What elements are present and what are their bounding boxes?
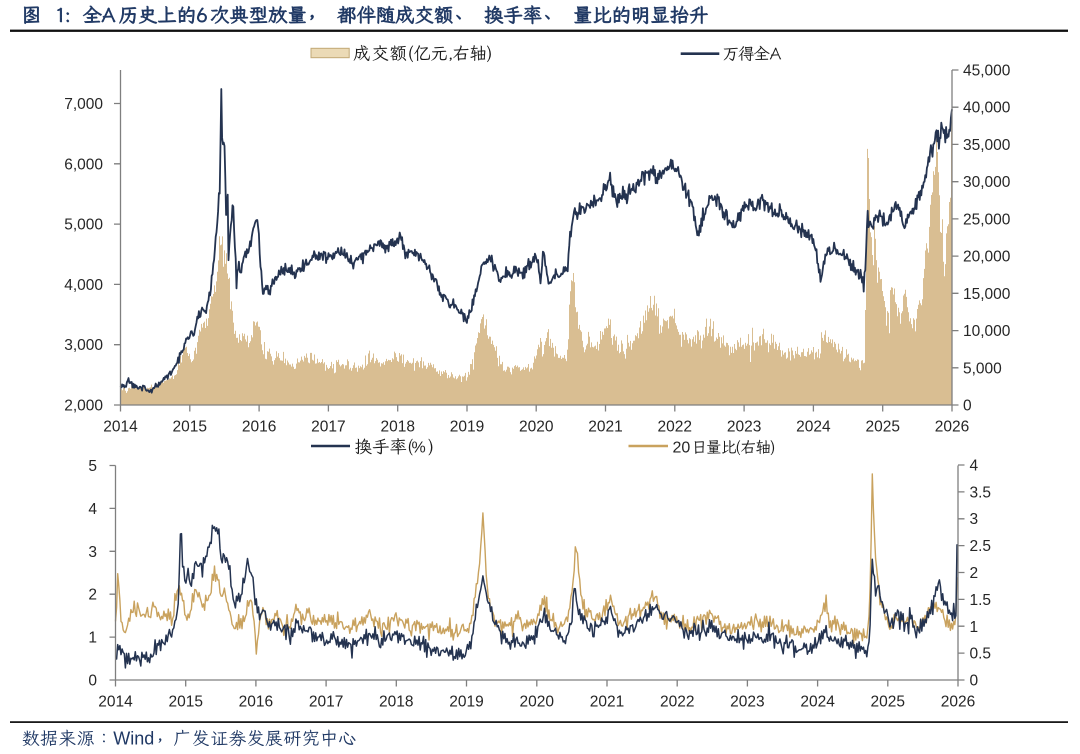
- svg-text:40,000: 40,000: [963, 100, 1011, 117]
- svg-text:2024: 2024: [800, 694, 835, 711]
- svg-text:2022: 2022: [658, 419, 692, 436]
- svg-text:45,000: 45,000: [963, 63, 1011, 80]
- svg-text:0.5: 0.5: [970, 646, 992, 663]
- svg-text:2019: 2019: [449, 694, 483, 711]
- svg-text:5: 5: [88, 458, 97, 475]
- svg-text:7,000: 7,000: [64, 96, 103, 113]
- svg-text:1: 1: [88, 630, 97, 647]
- svg-text:2019: 2019: [450, 419, 484, 436]
- svg-text:2018: 2018: [379, 694, 413, 711]
- svg-text:2023: 2023: [727, 419, 761, 436]
- svg-text:2020: 2020: [520, 694, 555, 711]
- svg-text:6,000: 6,000: [64, 156, 103, 173]
- svg-text:2: 2: [88, 587, 97, 604]
- svg-text:2025: 2025: [865, 419, 899, 436]
- svg-text:4,000: 4,000: [64, 277, 103, 294]
- svg-text:2,000: 2,000: [64, 398, 103, 415]
- svg-text:2020: 2020: [519, 419, 554, 436]
- svg-text:2015: 2015: [173, 419, 207, 436]
- svg-text:2025: 2025: [871, 694, 905, 711]
- svg-text:2017: 2017: [311, 419, 345, 436]
- svg-text:2014: 2014: [98, 694, 133, 711]
- svg-text:3,000: 3,000: [64, 337, 103, 354]
- svg-text:2022: 2022: [660, 694, 694, 711]
- svg-text:4: 4: [970, 458, 979, 475]
- svg-text:2026: 2026: [935, 419, 969, 436]
- svg-text:2016: 2016: [239, 694, 273, 711]
- svg-text:2017: 2017: [309, 694, 343, 711]
- svg-text:0: 0: [963, 398, 972, 415]
- svg-text:35,000: 35,000: [963, 137, 1011, 154]
- svg-text:Wind: Wind: [113, 729, 154, 749]
- svg-text:2018: 2018: [380, 419, 414, 436]
- svg-text:3.5: 3.5: [970, 484, 992, 501]
- svg-text:2021: 2021: [590, 694, 624, 711]
- svg-text:25,000: 25,000: [963, 211, 1011, 228]
- svg-text:2021: 2021: [588, 419, 622, 436]
- svg-text:0: 0: [88, 673, 97, 690]
- svg-text:15,000: 15,000: [963, 286, 1011, 303]
- svg-text:3: 3: [970, 511, 979, 528]
- svg-text:2014: 2014: [103, 419, 138, 436]
- svg-text:10,000: 10,000: [963, 323, 1011, 340]
- svg-text:3: 3: [88, 544, 97, 561]
- svg-text:30,000: 30,000: [963, 174, 1011, 191]
- svg-text:20: 20: [673, 440, 691, 457]
- svg-text:2024: 2024: [796, 419, 831, 436]
- svg-text:2016: 2016: [242, 419, 276, 436]
- svg-text:2.5: 2.5: [970, 538, 992, 555]
- svg-text:2: 2: [970, 565, 979, 582]
- svg-text:2023: 2023: [730, 694, 764, 711]
- svg-text:1.5: 1.5: [970, 592, 992, 609]
- svg-text:5,000: 5,000: [64, 217, 103, 234]
- svg-text:20,000: 20,000: [963, 249, 1011, 266]
- svg-text:4: 4: [88, 501, 97, 518]
- svg-text:1: 1: [970, 619, 979, 636]
- svg-text:%: %: [412, 440, 426, 457]
- svg-text:5,000: 5,000: [963, 360, 1002, 377]
- svg-text:0: 0: [970, 673, 979, 690]
- svg-text:2015: 2015: [168, 694, 202, 711]
- svg-text:2026: 2026: [941, 694, 975, 711]
